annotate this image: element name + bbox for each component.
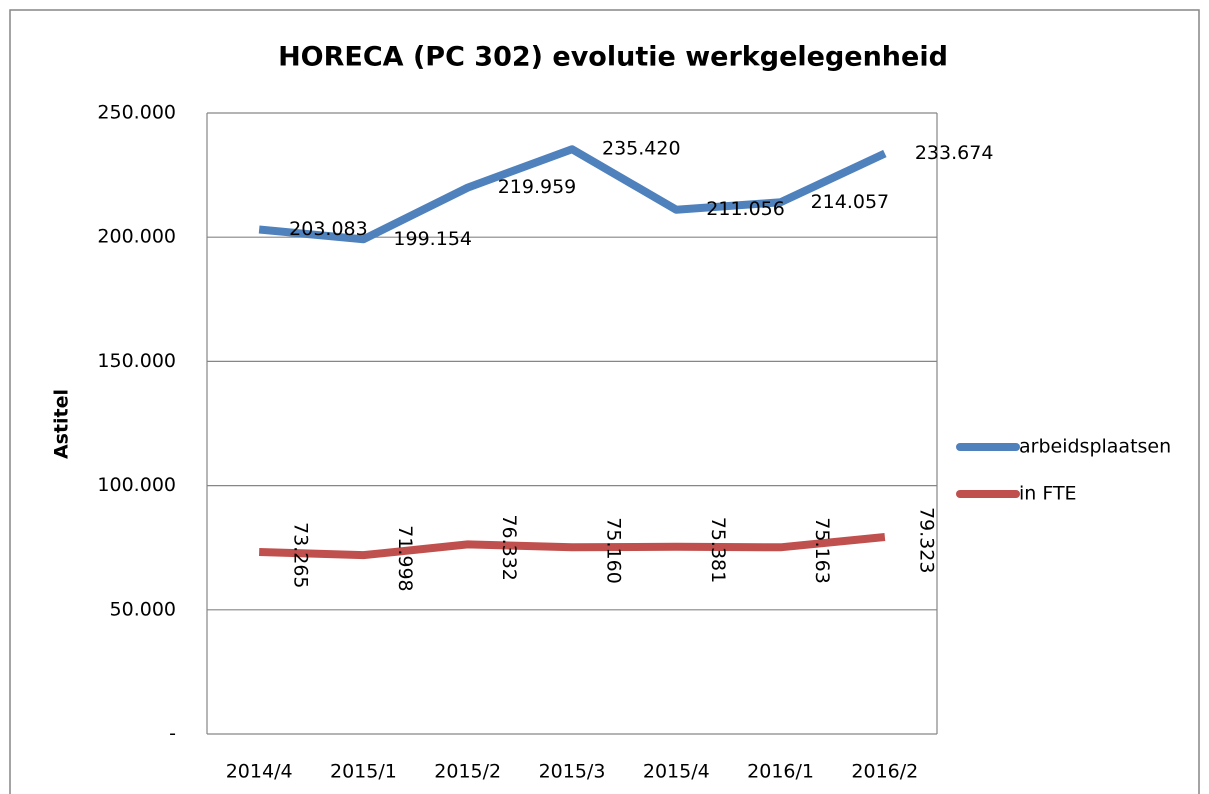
x-tick-label: 2016/1	[747, 761, 814, 783]
data-label: 75.160	[603, 517, 625, 583]
chart-title: HORECA (PC 302) evolutie werkgelegenheid	[278, 42, 948, 73]
data-label: 73.265	[290, 522, 312, 588]
x-tick-label: 2015/3	[539, 761, 606, 783]
y-tick-label: -	[169, 723, 176, 745]
x-tick-label: 2015/1	[330, 761, 397, 783]
y-tick-label: 100.000	[97, 474, 176, 496]
data-label: 235.420	[602, 138, 681, 160]
data-label: 199.154	[393, 228, 472, 250]
y-tick-label: 150.000	[97, 350, 176, 372]
legend-label: arbeidsplaatsen	[1019, 436, 1171, 458]
data-label: 75.163	[811, 517, 833, 583]
series-line	[258, 145, 887, 244]
data-label: 214.057	[811, 191, 890, 213]
y-tick-label: 50.000	[110, 598, 176, 620]
series-line	[259, 532, 886, 560]
chart-frame	[9, 9, 1200, 794]
x-tick-label: 2016/2	[851, 761, 918, 783]
x-tick-label: 2015/4	[643, 761, 710, 783]
y-tick-label: 200.000	[97, 226, 176, 248]
x-tick-label: 2015/2	[434, 761, 501, 783]
data-label: 233.674	[915, 142, 994, 164]
data-label: 211.056	[706, 198, 785, 220]
y-tick-label: 250.000	[97, 102, 176, 124]
data-label: 219.959	[498, 176, 577, 198]
legend-label: in FTE	[1019, 483, 1077, 505]
y-axis-label: Astitel	[51, 389, 73, 459]
data-label: 203.083	[289, 218, 368, 240]
data-label: 76.332	[498, 514, 520, 580]
data-label: 79.323	[915, 507, 937, 573]
data-label: 75.381	[707, 517, 729, 583]
data-label: 71.998	[394, 525, 416, 591]
x-tick-label: 2014/4	[226, 761, 293, 783]
